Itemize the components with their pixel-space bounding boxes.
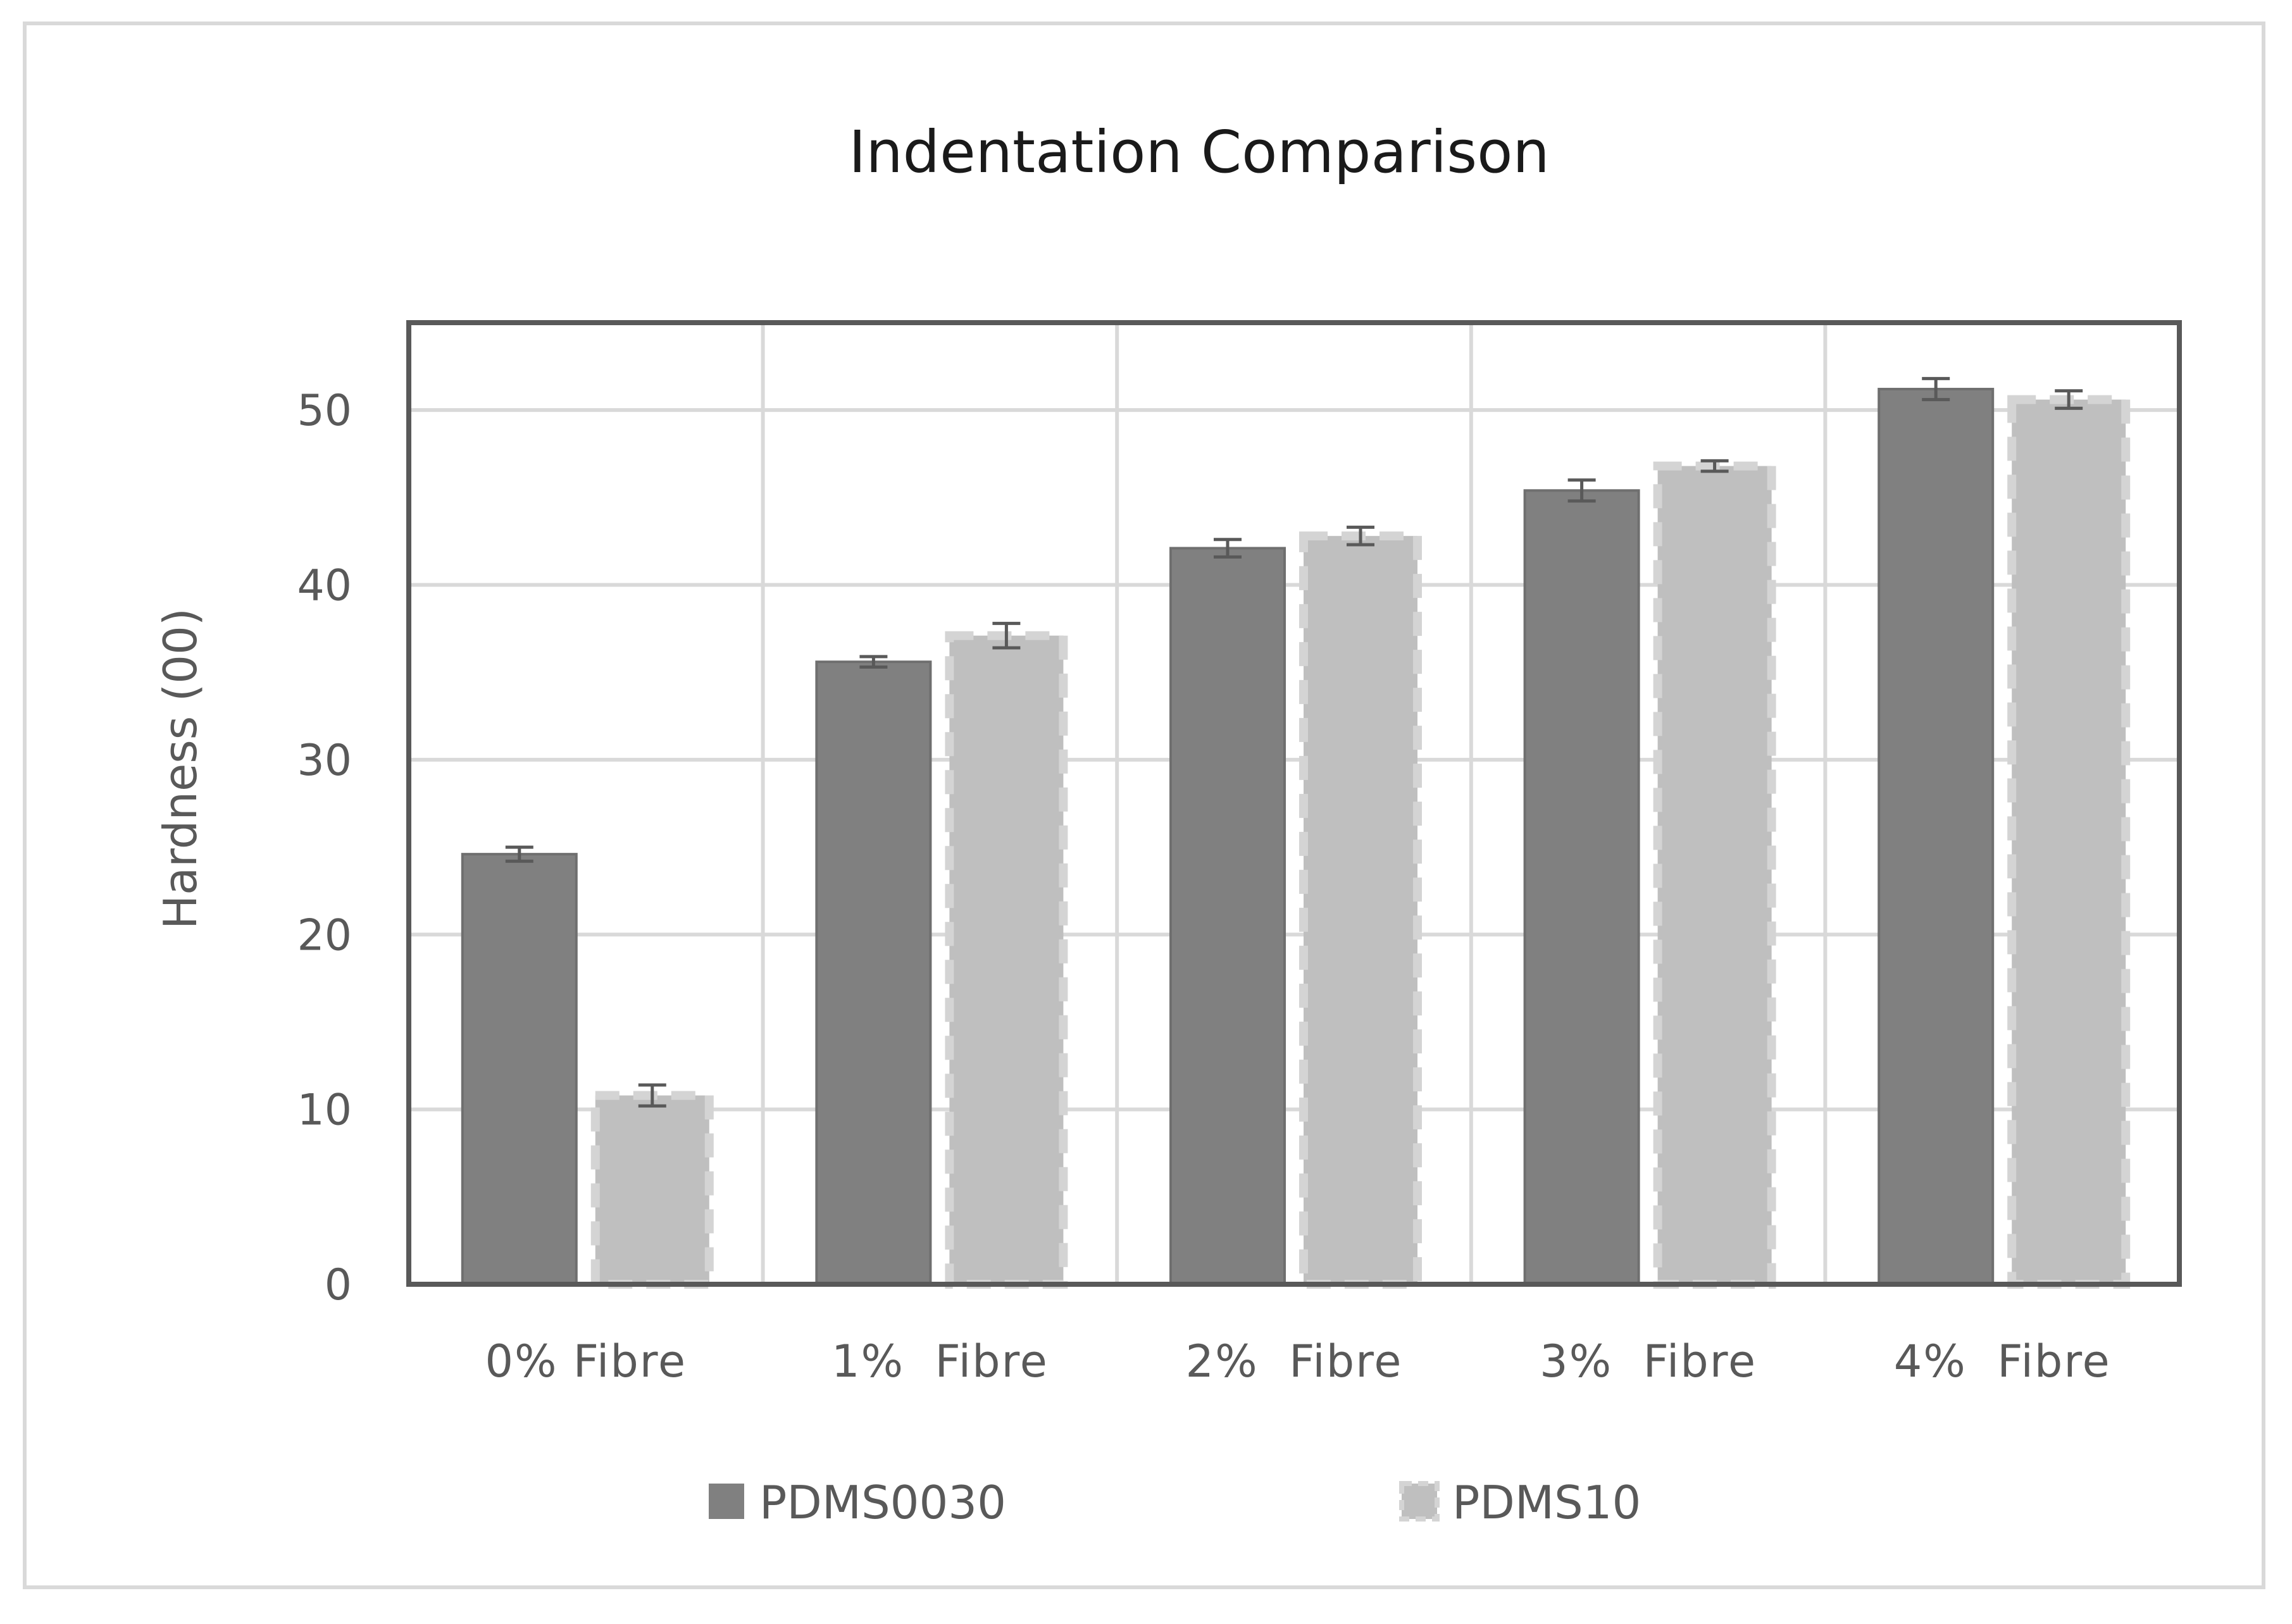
legend-label: PDMS10 [1452, 1476, 1641, 1529]
bar-pdms10-2 [1299, 531, 1422, 1289]
x-axis-categories: 0% Fibre 1% Fibre 2% Fibre 3% Fibre 4% Fibre [485, 1336, 2111, 1387]
bar-pdms0030-4 [1878, 388, 1995, 1286]
chart-title: Indentation Comparison [849, 118, 1550, 186]
bar-pdms0030-2 [1169, 547, 1286, 1286]
legend-swatch [709, 1484, 744, 1519]
bar-pdms0030-0 [461, 853, 578, 1286]
bar-pdms10-0 [590, 1091, 714, 1289]
legend-label: PDMS0030 [759, 1476, 1006, 1529]
bar-pdms10-3 [1653, 461, 1776, 1289]
error-bar [1214, 538, 1242, 559]
error-bar [1700, 459, 1729, 473]
bars [461, 376, 2131, 1289]
bar-pdms0030-3 [1523, 489, 1640, 1286]
bar-pdms10-1 [945, 631, 1068, 1289]
y-axis-ticks: 0 10 20 30 40 50 [297, 386, 352, 1310]
bar-pdms0030-1 [815, 660, 932, 1286]
bar-pdms10-4 [2007, 395, 2131, 1289]
y-tick-label: 50 [297, 386, 352, 436]
y-axis-label: Hardness (00) [154, 608, 207, 929]
error-bar [505, 845, 533, 863]
y-tick-label: 20 [297, 910, 352, 960]
x-category-label: 2% Fibre [1186, 1336, 1403, 1387]
y-tick-label: 10 [297, 1086, 352, 1136]
legend-item-pdms10: PDMS10 [1399, 1476, 1641, 1529]
x-category-label: 0% Fibre [485, 1336, 687, 1387]
plot-area-border [406, 320, 2182, 1287]
error-bar [992, 621, 1021, 650]
x-category-label: 4% Fibre [1894, 1336, 2111, 1387]
x-category-label: 1% Fibre [831, 1336, 1049, 1387]
error-bar [2055, 389, 2083, 410]
legend-swatch [1399, 1481, 1440, 1522]
error-bar [1567, 478, 1596, 503]
error-bar [1347, 525, 1374, 547]
error-bar [859, 655, 888, 669]
legend: PDMS0030 PDMS10 [709, 1476, 1641, 1529]
x-category-label: 3% Fibre [1540, 1336, 1757, 1387]
y-tick-label: 40 [297, 561, 352, 611]
error-bar [638, 1083, 666, 1108]
y-tick-label: 0 [325, 1260, 352, 1310]
error-bar [1922, 376, 1950, 402]
legend-item-pdms0030: PDMS0030 [709, 1476, 1006, 1529]
y-tick-label: 30 [297, 736, 352, 786]
